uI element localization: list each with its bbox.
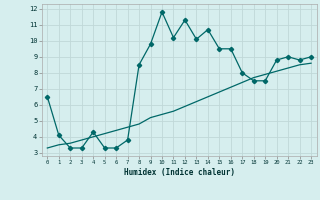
- X-axis label: Humidex (Indice chaleur): Humidex (Indice chaleur): [124, 168, 235, 177]
